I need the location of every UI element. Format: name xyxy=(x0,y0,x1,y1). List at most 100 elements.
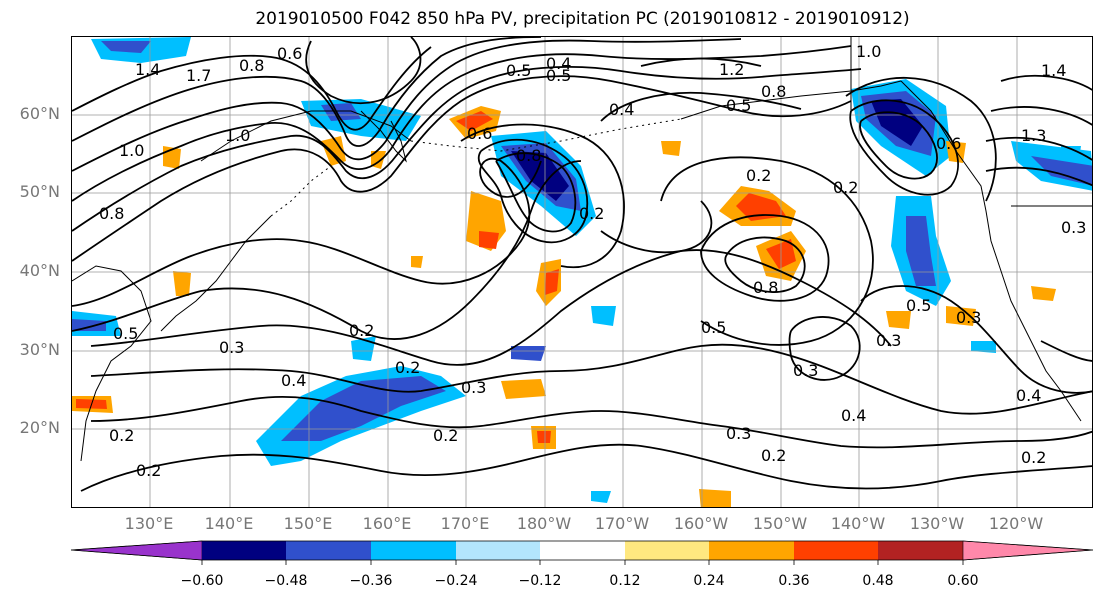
pv-contour-line xyxy=(1000,74,1092,91)
contour-label: 0.5 xyxy=(506,61,531,80)
pv-contour-line xyxy=(600,91,802,122)
lat-label-50n: 50°N xyxy=(19,182,60,201)
contour-label: 0.4 xyxy=(281,371,306,390)
pv-contour-line xyxy=(305,37,422,105)
contour-label: 0.3 xyxy=(956,308,981,327)
colorbar-tick-label: 0.12 xyxy=(609,573,641,589)
colorbar-segment xyxy=(962,540,1094,561)
colorbar-segment xyxy=(625,541,709,560)
lat-label-30n: 30°N xyxy=(19,340,60,359)
pv-contour-line xyxy=(495,152,577,233)
contour-label: 0.4 xyxy=(1016,386,1041,405)
precip-positive-area xyxy=(545,269,559,295)
lon-label-160w: 160°W xyxy=(673,514,729,533)
contour-label: 0.3 xyxy=(876,331,901,350)
colorbar-segment xyxy=(371,541,456,560)
contour-label: 0.6 xyxy=(467,124,492,143)
precip-negative-area xyxy=(1031,156,1092,186)
contour-label: 0.5 xyxy=(726,96,751,115)
contour-label: 0.4 xyxy=(609,100,634,119)
contour-label: 0.3 xyxy=(461,378,486,397)
contour-label: 0.4 xyxy=(841,406,866,425)
pv-contour-line xyxy=(859,111,938,180)
precip-positive-area xyxy=(736,193,786,221)
precip-positive-shading xyxy=(72,106,1056,507)
contour-label: 0.3 xyxy=(726,424,751,443)
graticule xyxy=(72,37,1092,507)
precip-negative-area xyxy=(906,216,936,286)
pv-contour-line xyxy=(477,138,589,244)
colorbar-segment xyxy=(540,541,625,560)
colorbar-segment xyxy=(286,541,371,560)
colorbar-tick-label: 0.60 xyxy=(947,573,979,589)
lon-label-140w: 140°W xyxy=(830,514,886,533)
pv-contour-line xyxy=(72,160,582,340)
pv-contour-line xyxy=(460,123,625,269)
contour-label: 0.2 xyxy=(109,426,134,445)
precip-positive-area xyxy=(501,379,546,399)
contour-label: 1.3 xyxy=(1021,126,1046,145)
precip-negative-area xyxy=(72,319,106,331)
contour-label: 0.2 xyxy=(136,461,161,480)
colorbar-tick-label: 0.48 xyxy=(862,573,894,589)
pv-contour-line xyxy=(90,396,1092,449)
pv-contour-line xyxy=(860,285,1092,394)
contour-label: 0.2 xyxy=(579,204,604,223)
lat-label-20n: 20°N xyxy=(19,418,60,437)
precip-positive-area xyxy=(699,489,731,507)
precip-negative-area xyxy=(591,306,616,326)
contour-label: 0.4 xyxy=(546,54,571,73)
contour-label: 0.3 xyxy=(793,361,818,380)
pv-contour-line xyxy=(1040,340,1092,362)
kamchatka-coastline xyxy=(360,110,407,163)
contour-label: 0.5 xyxy=(113,324,138,343)
japan-coastline xyxy=(160,215,272,332)
contour-label-group: 1.4 1.7 0.8 1.0 1.0 0.8 0.6 0.5 0.4 0.5 … xyxy=(99,42,1086,480)
precip-positive-area xyxy=(946,306,976,326)
lon-label-130e: 130°E xyxy=(124,514,174,533)
contour-label: 0.2 xyxy=(761,446,786,465)
contour-label: 1.4 xyxy=(1041,61,1066,80)
contour-label: 0.8 xyxy=(753,278,778,297)
aleutian-chain xyxy=(410,118,682,152)
lat-label-60n: 60°N xyxy=(19,104,60,123)
pv-contour-line xyxy=(849,99,959,196)
contour-label: 0.2 xyxy=(433,426,458,445)
pv-contour-line xyxy=(90,249,892,366)
kuril-chain xyxy=(270,165,332,217)
pv-contour-line xyxy=(72,75,852,262)
pv-contours xyxy=(72,37,1092,492)
contour-label: 0.2 xyxy=(1021,448,1046,467)
lon-label-180w: 180°W xyxy=(516,514,572,533)
contour-label: 0.2 xyxy=(395,358,420,377)
colorbar xyxy=(70,540,1094,565)
precip-negative-area xyxy=(871,99,923,146)
colorbar-segment xyxy=(70,540,203,561)
lon-label-140e: 140°E xyxy=(204,514,254,533)
precip-positive-area xyxy=(886,311,911,329)
colorbar-segment xyxy=(878,541,963,560)
pv-contour-line xyxy=(72,66,862,232)
colorbar-tick-label: −0.36 xyxy=(349,573,393,589)
precip-positive-area xyxy=(479,231,499,249)
pv-contour-line xyxy=(600,200,713,254)
contour-label: 0.5 xyxy=(701,318,726,337)
north-america-west-coast xyxy=(900,80,1082,422)
map-panel: 1.4 1.7 0.8 1.0 1.0 0.8 0.6 0.5 0.4 0.5 … xyxy=(71,36,1093,508)
contour-label: 1.4 xyxy=(135,60,160,79)
precip-negative-shading xyxy=(72,37,1092,503)
precip-positive-area xyxy=(537,431,551,443)
colorbar-segment xyxy=(456,541,540,560)
contour-label: 0.6 xyxy=(936,134,961,153)
contour-label: 0.8 xyxy=(99,204,124,223)
precip-positive-area xyxy=(411,256,423,268)
precip-positive-area xyxy=(661,141,681,156)
pv-contour-line xyxy=(700,214,830,302)
precip-negative-area xyxy=(971,341,996,353)
colorbar-tick-label: −0.48 xyxy=(264,573,308,589)
precip-negative-area xyxy=(511,151,569,201)
pv-contour-line xyxy=(788,316,861,381)
colorbar-segment xyxy=(709,541,794,560)
pv-contour-line xyxy=(72,38,742,172)
precip-negative-area xyxy=(591,491,611,503)
